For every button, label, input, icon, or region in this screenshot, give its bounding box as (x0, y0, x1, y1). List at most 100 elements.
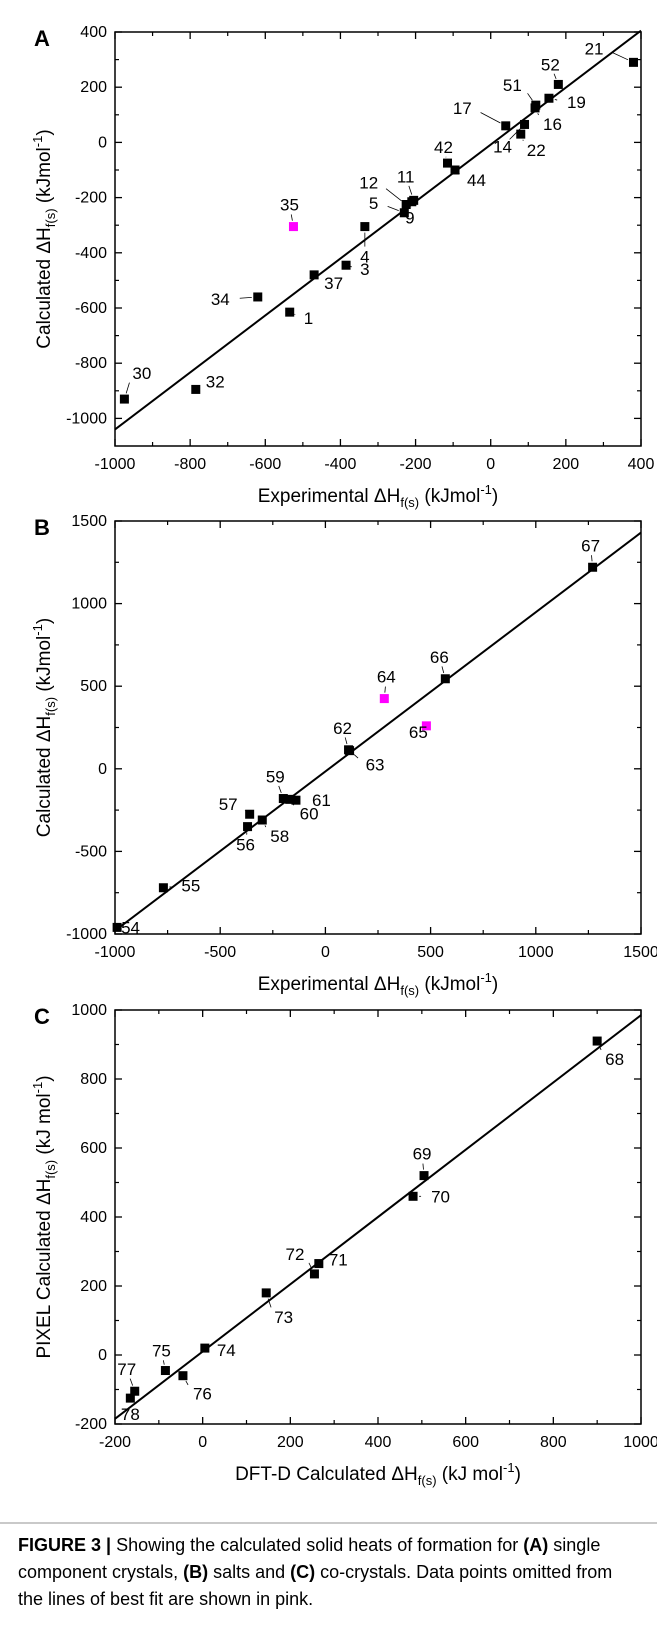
caption-label: FIGURE 3 | (18, 1535, 112, 1555)
best-fit-line (114, 531, 642, 932)
y-tick-label: 800 (80, 1071, 107, 1088)
leader-line (408, 185, 413, 195)
data-label-63: 63 (366, 756, 385, 775)
data-label-35: 35 (280, 196, 299, 215)
y-tick-label: 400 (80, 24, 107, 41)
y-tick-label: -200 (75, 190, 107, 207)
leader-line (267, 1298, 272, 1308)
data-point-22 (516, 129, 526, 139)
y-tick-label: -600 (75, 300, 107, 317)
y-tick-label: 200 (80, 79, 107, 96)
x-tick-label: 200 (553, 456, 580, 473)
data-label-69: 69 (413, 1145, 432, 1164)
x-tick-label: 400 (365, 1434, 392, 1451)
data-point-65 (421, 721, 431, 731)
y-tick-label: 0 (98, 761, 107, 778)
leader-line (162, 1360, 165, 1365)
data-label-37: 37 (324, 274, 343, 293)
data-label-44: 44 (467, 171, 486, 190)
data-label-73: 73 (274, 1308, 293, 1327)
chart-panel-a: A -1000 -800 -600 -400 -200 0 200 400 -1000 -800 -6… (30, 24, 654, 510)
data-label-21: 21 (585, 39, 604, 58)
data-point-63 (345, 746, 355, 756)
data-point-61 (291, 795, 301, 805)
y-axis-title: Calculated ΔHf(s) (kJmol-1) (30, 618, 58, 837)
caption-panel-ref: (C) (290, 1562, 316, 1582)
data-label-51: 51 (503, 76, 522, 95)
leader-line (612, 52, 629, 61)
data-point-52 (553, 79, 563, 89)
x-tick-label: 0 (198, 1434, 207, 1451)
x-tick-label: -800 (174, 456, 206, 473)
data-point-74 (200, 1343, 210, 1353)
data-label-64: 64 (377, 668, 396, 687)
caption-segment: salts and (208, 1562, 291, 1582)
x-tick-label: -600 (249, 456, 281, 473)
panel-label: B (34, 515, 50, 540)
leader-line (385, 188, 402, 202)
x-tick-label: 1000 (518, 944, 554, 961)
data-label-16: 16 (543, 115, 562, 134)
data-label-12: 12 (359, 174, 378, 193)
x-tick-label: 0 (486, 456, 495, 473)
x-tick-label: 400 (628, 456, 655, 473)
data-point-71 (314, 1259, 324, 1269)
y-axis-title: Calculated ΔHf(s) (kJmol-1) (30, 129, 58, 348)
data-label-17: 17 (453, 99, 472, 118)
data-point-9 (407, 197, 417, 207)
x-tick-label: -500 (204, 944, 236, 961)
data-point-70 (408, 1191, 418, 1201)
data-point-69 (419, 1171, 429, 1181)
data-point-42 (443, 158, 453, 168)
data-label-70: 70 (431, 1187, 450, 1206)
data-point-19 (544, 93, 554, 103)
data-label-75: 75 (152, 1342, 171, 1361)
x-tick-label: 200 (277, 1434, 304, 1451)
x-tick-label: -200 (400, 456, 432, 473)
data-label-74: 74 (217, 1341, 236, 1360)
data-point-5 (399, 208, 409, 218)
data-point-3 (341, 260, 351, 270)
data-point-14 (520, 119, 530, 129)
leader-line (264, 825, 267, 828)
x-axis-title: Experimental ΔHf(s) (kJmol-1) (258, 970, 498, 998)
x-tick-label: -1000 (95, 944, 136, 961)
data-point-21 (628, 57, 638, 67)
x-tick-label: 0 (321, 944, 330, 961)
leader-line (527, 93, 533, 101)
data-label-3: 3 (360, 260, 369, 279)
y-tick-label: -400 (75, 245, 107, 262)
y-tick-label: 400 (80, 1209, 107, 1226)
data-point-16 (530, 103, 540, 113)
data-point-77 (130, 1386, 140, 1396)
data-point-76 (178, 1371, 188, 1381)
y-tick-label: 1000 (71, 1002, 107, 1019)
leader-line (441, 666, 445, 674)
data-label-76: 76 (193, 1385, 212, 1404)
data-label-19: 19 (567, 93, 586, 112)
data-point-30 (119, 394, 129, 404)
y-tick-label: 500 (80, 678, 107, 695)
leader-line (353, 754, 359, 759)
data-label-11: 11 (397, 167, 415, 186)
data-label-78: 78 (121, 1405, 140, 1424)
best-fit-line (114, 29, 642, 431)
data-label-54: 54 (121, 918, 140, 937)
data-label-60: 60 (300, 804, 319, 823)
x-tick-label: 800 (540, 1434, 567, 1451)
caption-text: Showing the calculated solid heats of fo… (18, 1535, 612, 1609)
data-label-66: 66 (430, 648, 449, 667)
y-tick-label: 200 (80, 1278, 107, 1295)
x-tick-label: -1000 (95, 456, 136, 473)
leader-line (344, 737, 348, 745)
y-tick-label: 0 (98, 1347, 107, 1364)
data-label-57: 57 (219, 795, 238, 814)
y-tick-label: 0 (98, 134, 107, 151)
caption-panel-ref: (B) (183, 1562, 209, 1582)
data-point-12 (401, 200, 411, 209)
x-tick-label: 600 (452, 1434, 479, 1451)
data-label-62: 62 (333, 719, 352, 738)
best-fit-line (114, 1014, 642, 1420)
leader-line (308, 1262, 313, 1269)
y-tick-label: 1000 (71, 596, 107, 613)
